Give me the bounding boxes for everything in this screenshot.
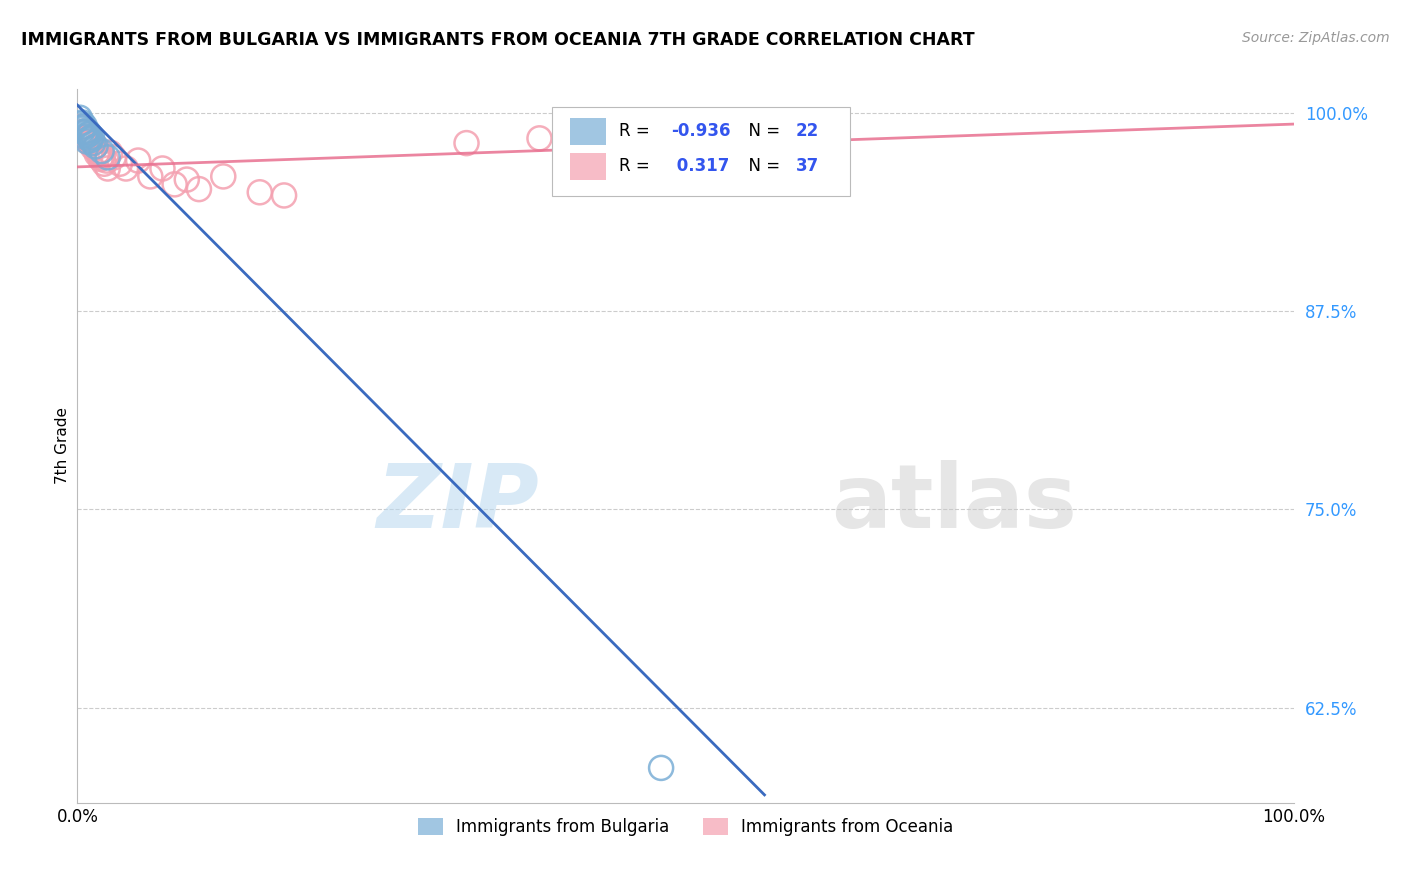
Point: [69, 111, 91, 125]
Point: [89, 144, 111, 158]
Y-axis label: 7th Grade: 7th Grade: [55, 408, 70, 484]
Point: [79, 136, 101, 150]
Point: [72, 121, 94, 136]
Point: [273, 188, 295, 202]
Point: [75, 131, 97, 145]
Text: Source: ZipAtlas.com: Source: ZipAtlas.com: [1241, 31, 1389, 45]
Point: [115, 161, 138, 176]
Point: [70, 120, 93, 135]
Point: [176, 172, 198, 186]
Point: [82, 141, 104, 155]
Point: [93, 157, 115, 171]
Point: [80, 129, 103, 144]
Point: [87, 145, 110, 160]
Point: [456, 136, 478, 150]
Point: [84, 139, 107, 153]
Text: atlas: atlas: [831, 459, 1077, 547]
Point: [97, 150, 120, 164]
Point: [84, 139, 107, 153]
Point: [91, 149, 114, 163]
Point: [650, 761, 672, 775]
Point: [73, 129, 96, 144]
Point: [83, 141, 105, 155]
Point: [76, 135, 98, 149]
Text: R =: R =: [619, 122, 655, 140]
Point: [188, 182, 211, 196]
Bar: [569, 153, 606, 180]
Point: [72, 120, 94, 135]
Point: [73, 125, 96, 139]
Point: [576, 127, 599, 141]
Point: [97, 161, 120, 176]
Text: -0.936: -0.936: [671, 122, 730, 140]
Text: ZIP: ZIP: [377, 459, 540, 547]
Point: [79, 131, 101, 145]
Legend: Immigrants from Bulgaria, Immigrants from Oceania: Immigrants from Bulgaria, Immigrants fro…: [409, 810, 962, 845]
Point: [70, 125, 93, 139]
Point: [103, 150, 125, 164]
Point: [127, 153, 149, 168]
Point: [212, 169, 235, 184]
Text: IMMIGRANTS FROM BULGARIA VS IMMIGRANTS FROM OCEANIA 7TH GRADE CORRELATION CHART: IMMIGRANTS FROM BULGARIA VS IMMIGRANTS F…: [21, 31, 974, 49]
Point: [152, 161, 174, 176]
Point: [98, 145, 121, 160]
Point: [80, 136, 103, 150]
Point: [529, 131, 551, 145]
Point: [163, 178, 186, 192]
Point: [86, 147, 108, 161]
Point: [80, 133, 103, 147]
Point: [77, 129, 100, 144]
Text: N =: N =: [738, 157, 785, 175]
Text: 0.317: 0.317: [671, 157, 730, 175]
FancyBboxPatch shape: [551, 107, 849, 196]
Point: [90, 150, 112, 164]
Text: 22: 22: [796, 122, 820, 140]
Point: [76, 123, 98, 137]
Point: [77, 128, 100, 143]
Point: [70, 115, 93, 129]
Point: [75, 125, 97, 139]
Point: [90, 144, 112, 158]
Point: [73, 119, 96, 133]
Text: N =: N =: [738, 122, 785, 140]
Point: [70, 125, 93, 139]
Point: [249, 186, 271, 200]
Point: [70, 117, 93, 131]
Point: [82, 136, 104, 150]
Point: [76, 127, 98, 141]
Point: [139, 169, 162, 184]
Point: [89, 152, 111, 166]
Point: [80, 135, 103, 149]
Text: R =: R =: [619, 157, 655, 175]
Point: [76, 131, 98, 145]
Point: [79, 127, 101, 141]
Bar: [569, 118, 606, 145]
Point: [108, 157, 131, 171]
Text: 37: 37: [796, 157, 820, 175]
Point: [96, 153, 118, 168]
